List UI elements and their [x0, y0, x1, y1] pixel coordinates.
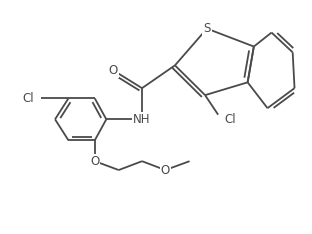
Text: O: O — [161, 164, 170, 176]
Text: O: O — [109, 64, 118, 77]
Text: S: S — [203, 22, 211, 35]
Text: O: O — [90, 155, 100, 168]
Text: Cl: Cl — [22, 92, 34, 105]
Text: Cl: Cl — [225, 113, 236, 126]
Text: NH: NH — [133, 113, 151, 126]
